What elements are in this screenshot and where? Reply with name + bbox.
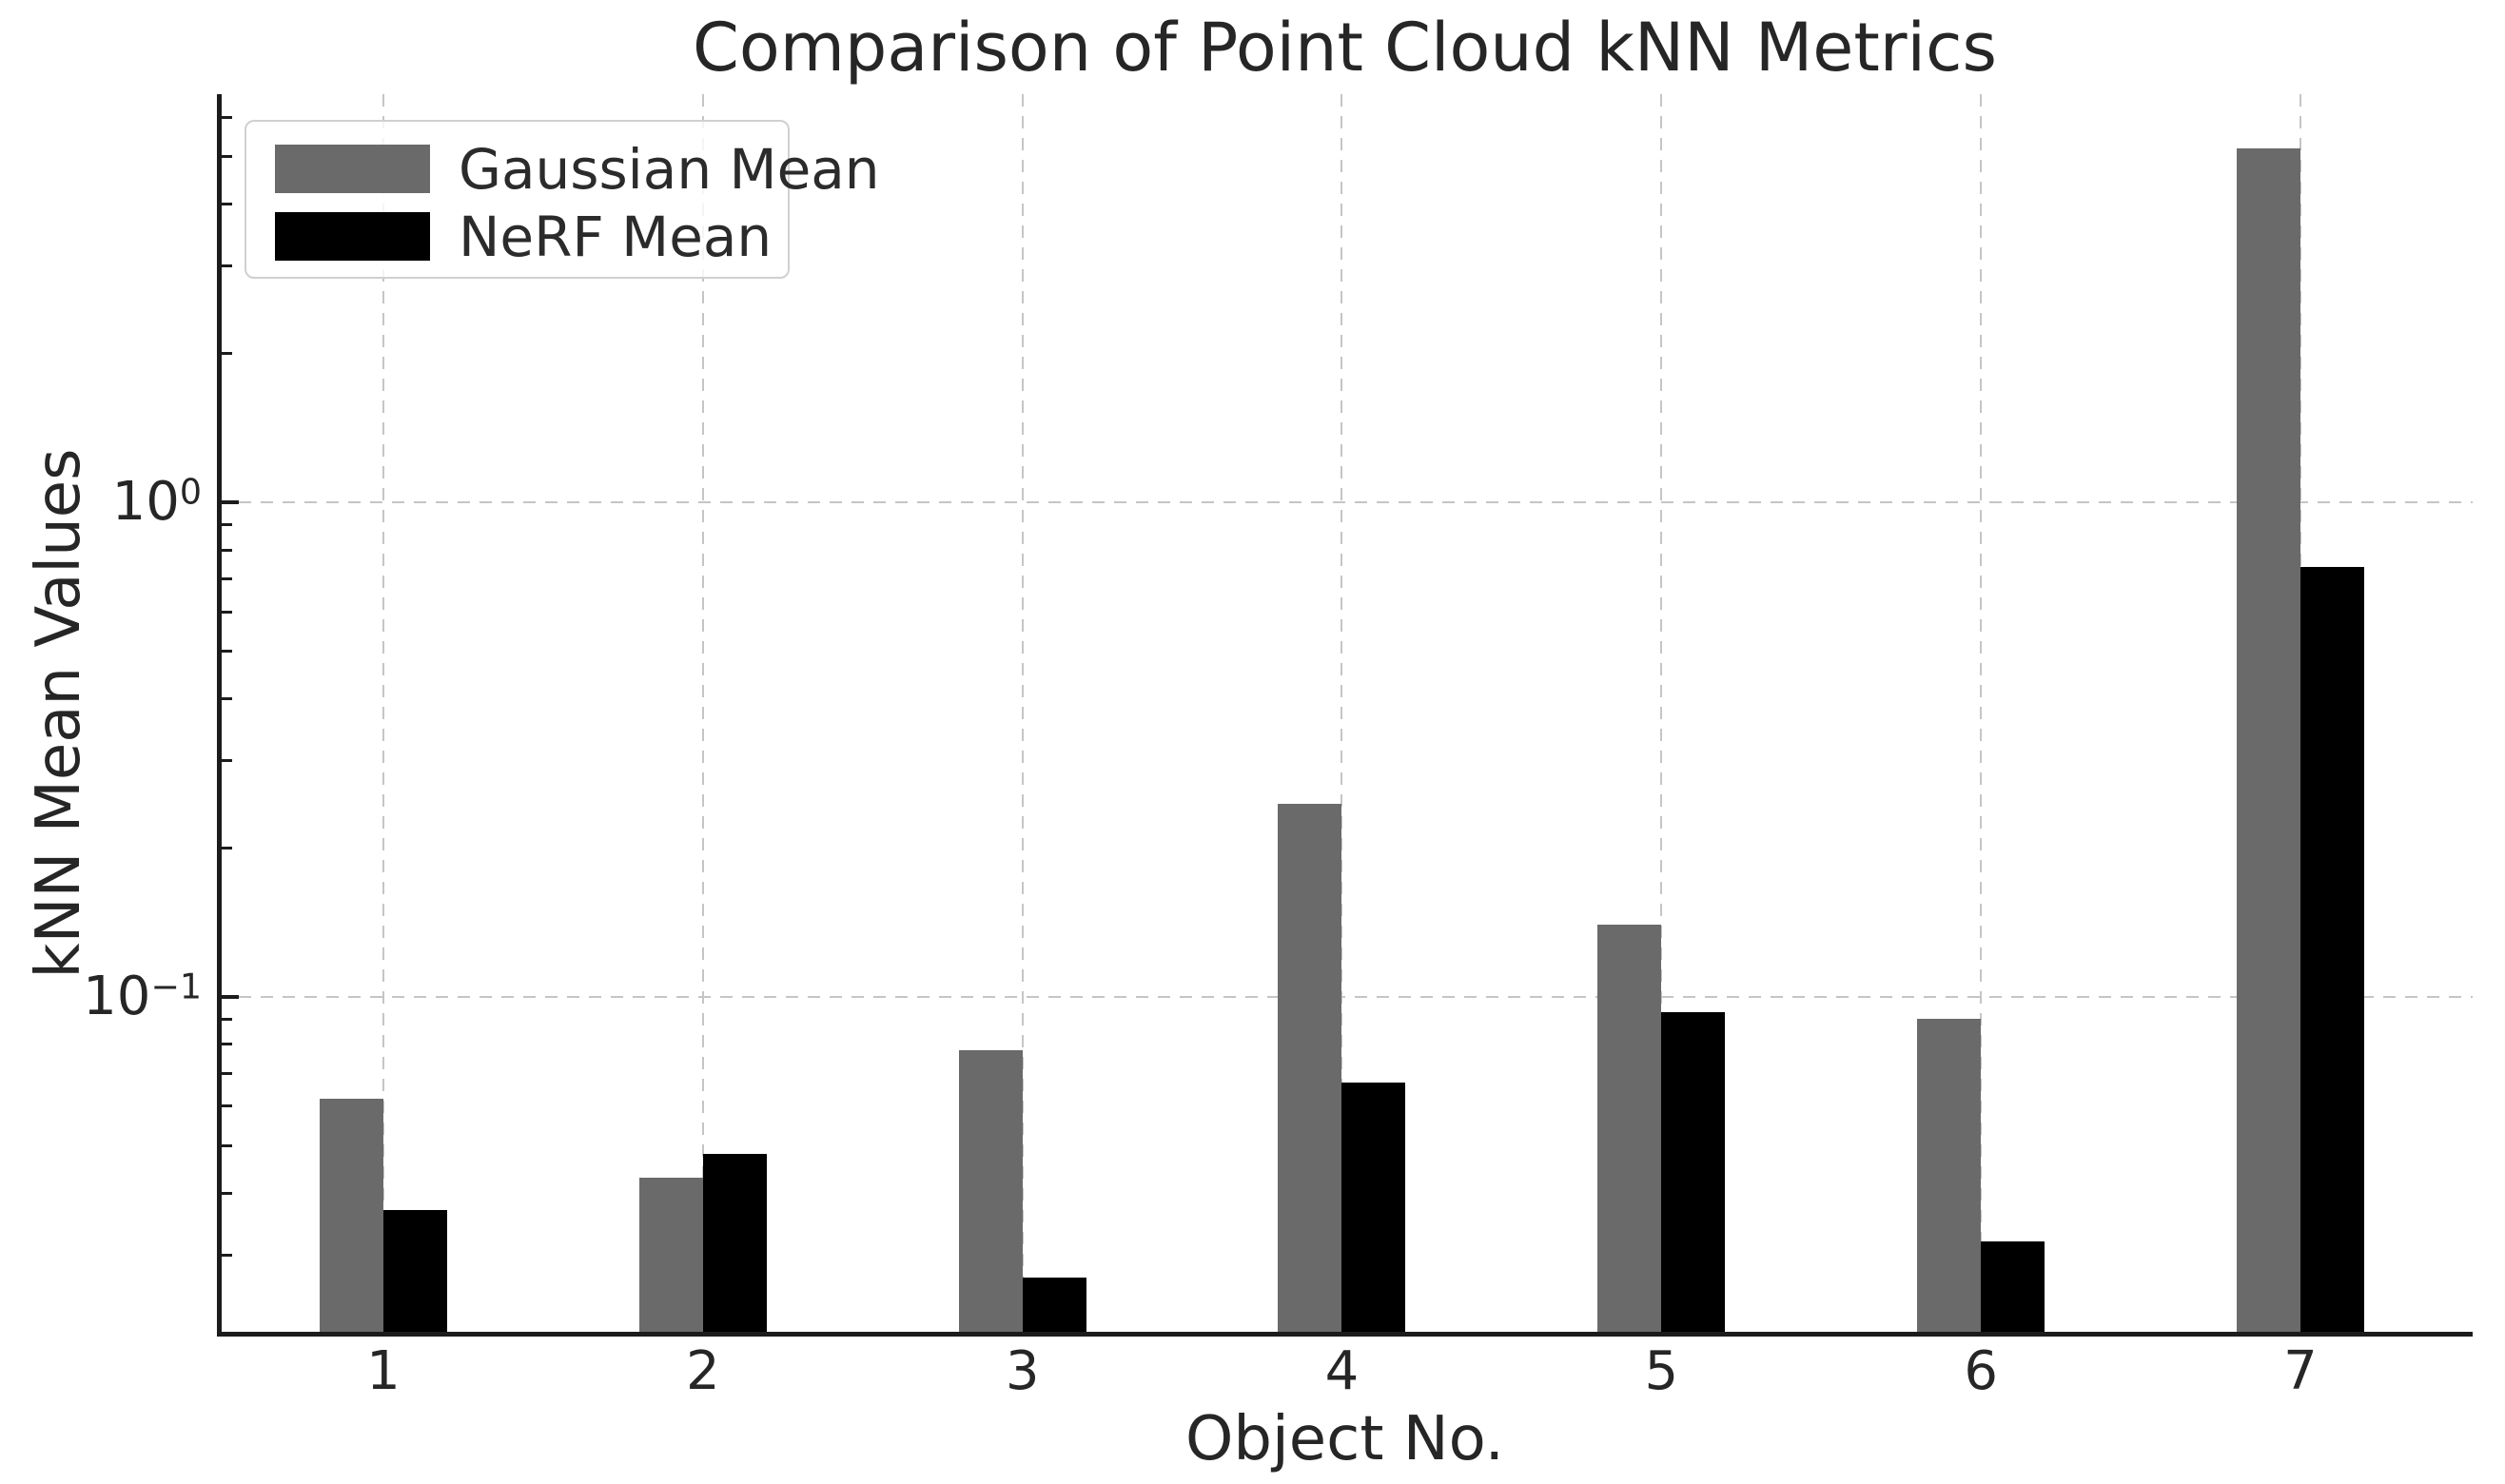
y-minor-tick <box>222 1017 232 1021</box>
x-tick-label-5: 5 <box>1644 1340 1679 1402</box>
bar-nerf-mean-7 <box>2300 566 2364 1334</box>
x-tick-label-6: 6 <box>1964 1340 1998 1402</box>
y-minor-tick <box>222 203 232 206</box>
x-tick-label-1: 1 <box>366 1340 401 1402</box>
bar-gaussian-mean-2 <box>638 1178 703 1334</box>
y-minor-tick <box>222 697 232 701</box>
x-gridline-3 <box>1021 94 1024 1334</box>
bar-gaussian-mean-1 <box>320 1099 383 1334</box>
bar-gaussian-mean-4 <box>1278 804 1342 1334</box>
legend: Gaussian Mean NeRF Mean <box>245 120 880 279</box>
bar-gaussian-mean-6 <box>1917 1019 1982 1334</box>
y-minor-tick <box>222 1253 232 1257</box>
y-minor-tick <box>222 351 232 355</box>
y-gridline-10e−1 <box>217 995 2473 998</box>
bar-gaussian-mean-5 <box>1597 924 1662 1334</box>
bar-gaussian-mean-3 <box>958 1049 1023 1334</box>
x-gridline-5 <box>1660 94 1663 1334</box>
y-minor-tick <box>222 846 232 849</box>
y-tick-label: 100 <box>0 464 202 540</box>
bar-gaussian-mean-7 <box>2236 147 2300 1334</box>
y-minor-tick <box>222 523 232 526</box>
y-minor-tick <box>222 576 232 580</box>
y-tick-label-exponent: −1 <box>150 966 202 1007</box>
y-minor-tick <box>222 1071 232 1075</box>
legend-label-gaussian-mean: Gaussian Mean <box>459 136 880 202</box>
legend-row-nerf-mean: NeRF Mean <box>275 205 788 269</box>
y-minor-tick <box>222 1104 232 1108</box>
bar-nerf-mean-5 <box>1661 1011 1726 1334</box>
y-axis-spine <box>217 94 222 1337</box>
y-major-tick <box>222 499 239 504</box>
legend-label-nerf-mean: NeRF Mean <box>459 204 773 269</box>
y-gridline-10e0 <box>217 500 2473 503</box>
y-minor-tick <box>222 1143 232 1147</box>
bar-nerf-mean-4 <box>1341 1082 1406 1334</box>
y-tick-label: 10−1 <box>0 959 202 1035</box>
legend-swatch-gaussian-mean <box>275 145 430 193</box>
y-minor-tick <box>222 264 232 268</box>
legend-row-gaussian-mean: Gaussian Mean <box>275 137 880 202</box>
y-minor-tick <box>222 759 232 763</box>
x-axis-label: Object No. <box>1184 1404 1505 1474</box>
y-tick-label-base: 10 <box>111 470 180 533</box>
x-gridline-6 <box>1980 94 1983 1334</box>
x-tick-label-2: 2 <box>686 1340 720 1402</box>
y-tick-label-base: 10 <box>83 965 151 1027</box>
y-major-tick <box>222 994 239 999</box>
x-tick-label-3: 3 <box>1005 1340 1040 1402</box>
x-gridline-2 <box>701 94 704 1334</box>
x-axis-spine <box>217 1332 2473 1337</box>
y-minor-tick <box>222 1043 232 1046</box>
y-minor-tick <box>222 610 232 614</box>
bar-nerf-mean-1 <box>383 1209 447 1334</box>
y-minor-tick <box>222 1191 232 1195</box>
x-tick-label-4: 4 <box>1324 1340 1360 1402</box>
x-gridline-4 <box>1341 94 1343 1334</box>
bar-nerf-mean-3 <box>1022 1278 1086 1334</box>
y-minor-tick <box>222 154 232 158</box>
bar-nerf-mean-6 <box>1981 1240 2045 1334</box>
y-tick-label-exponent: 0 <box>179 471 202 513</box>
y-minor-tick <box>222 548 232 552</box>
legend-swatch-nerf-mean <box>275 212 430 261</box>
y-minor-tick <box>222 649 232 653</box>
x-tick-label-7: 7 <box>2283 1340 2318 1402</box>
x-gridline-1 <box>382 94 384 1334</box>
chart-title: Comparison of Point Cloud kNN Metrics <box>693 9 1997 87</box>
y-minor-tick <box>222 115 232 119</box>
bar-nerf-mean-2 <box>702 1154 767 1334</box>
